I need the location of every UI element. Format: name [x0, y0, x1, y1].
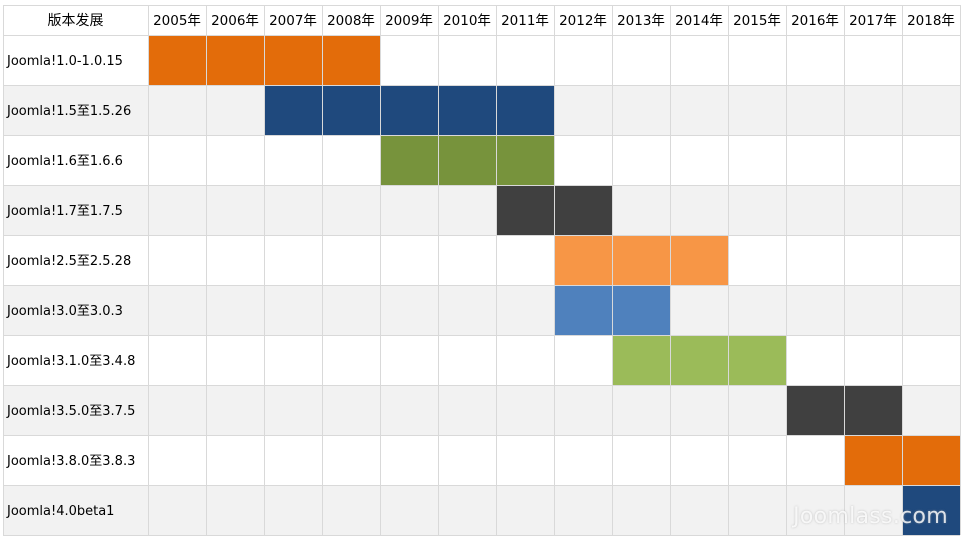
version-bar-cell — [786, 385, 844, 435]
year-header: 2010年 — [443, 13, 491, 29]
version-label: Joomla!3.5.0至3.7.5 — [6, 404, 135, 419]
year-header: 2014年 — [675, 13, 723, 29]
version-bar-cell — [380, 135, 438, 185]
version-bar-cell — [380, 85, 438, 135]
watermark: Joomlass.com — [793, 504, 948, 529]
year-header: 2011年 — [501, 13, 549, 29]
version-label: Joomla!1.6至1.6.6 — [6, 154, 123, 169]
version-bar-cell — [496, 135, 554, 185]
year-header: 2013年 — [617, 13, 665, 29]
version-bar-cell — [612, 235, 670, 285]
year-header: 2018年 — [907, 13, 955, 29]
version-bar-cell — [206, 35, 264, 85]
version-label: Joomla!1.0-1.0.15 — [6, 54, 123, 69]
corner-header: 版本发展 — [48, 13, 104, 29]
row-background — [3, 485, 960, 535]
version-bar-cell — [438, 135, 496, 185]
version-label: Joomla!4.0beta1 — [6, 504, 114, 519]
version-bar-cell — [264, 85, 322, 135]
version-bar-cell — [148, 35, 206, 85]
version-bar-cell — [728, 335, 786, 385]
year-header: 2017年 — [849, 13, 897, 29]
version-bar-cell — [554, 285, 612, 335]
version-bar-cell — [264, 35, 322, 85]
version-bar-cell — [322, 85, 380, 135]
version-label: Joomla!3.0至3.0.3 — [6, 304, 123, 319]
version-bar-cell — [438, 85, 496, 135]
year-header: 2006年 — [211, 13, 259, 29]
version-bar-cell — [844, 435, 902, 485]
year-header: 2007年 — [269, 13, 317, 29]
row-background — [3, 285, 960, 335]
version-label: Joomla!1.7至1.7.5 — [6, 204, 123, 219]
year-header: 2009年 — [385, 13, 433, 29]
version-bar-cell — [496, 85, 554, 135]
version-bar-cell — [902, 485, 960, 535]
version-bar-cell — [670, 235, 728, 285]
row-background — [3, 435, 960, 485]
version-bar-cell — [902, 435, 960, 485]
row-background — [3, 335, 960, 385]
version-bar-cell — [554, 235, 612, 285]
version-bar-cell — [612, 285, 670, 335]
version-label: Joomla!3.1.0至3.4.8 — [6, 354, 135, 369]
year-header: 2016年 — [791, 13, 839, 29]
year-header: 2005年 — [153, 13, 201, 29]
version-bar-cell — [844, 385, 902, 435]
row-background — [3, 185, 960, 235]
version-bar-cell — [322, 35, 380, 85]
year-header: 2008年 — [327, 13, 375, 29]
version-bar-cell — [670, 335, 728, 385]
version-bar-cell — [612, 335, 670, 385]
version-bar-cell — [496, 185, 554, 235]
year-header: 2012年 — [559, 13, 607, 29]
version-label: Joomla!2.5至2.5.28 — [6, 254, 131, 269]
year-header: 2015年 — [733, 13, 781, 29]
version-label: Joomla!1.5至1.5.26 — [6, 104, 131, 119]
row-background — [3, 35, 960, 85]
row-background — [3, 235, 960, 285]
version-label: Joomla!3.8.0至3.8.3 — [6, 454, 135, 469]
version-bar-cell — [554, 185, 612, 235]
